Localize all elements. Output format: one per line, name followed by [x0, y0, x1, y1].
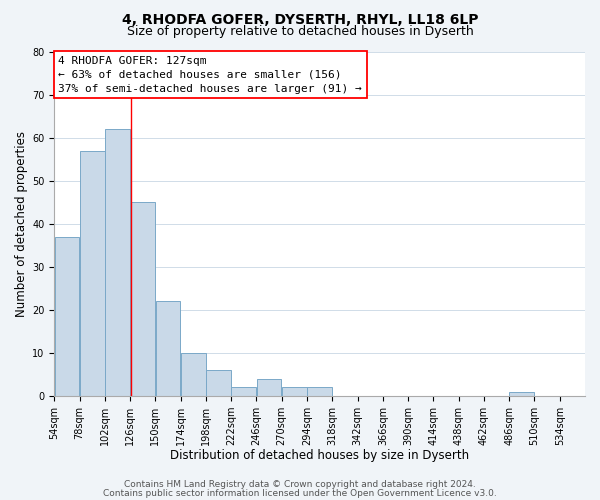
Bar	[257, 379, 281, 396]
Bar	[105, 129, 130, 396]
Text: Size of property relative to detached houses in Dyserth: Size of property relative to detached ho…	[127, 25, 473, 38]
Bar	[80, 150, 104, 396]
Text: 4, RHODFA GOFER, DYSERTH, RHYL, LL18 6LP: 4, RHODFA GOFER, DYSERTH, RHYL, LL18 6LP	[122, 12, 478, 26]
Bar	[181, 353, 206, 396]
Bar	[232, 388, 256, 396]
Bar	[130, 202, 155, 396]
Bar	[509, 392, 534, 396]
Bar	[55, 236, 79, 396]
Y-axis label: Number of detached properties: Number of detached properties	[15, 131, 28, 317]
X-axis label: Distribution of detached houses by size in Dyserth: Distribution of detached houses by size …	[170, 450, 469, 462]
Bar	[307, 388, 332, 396]
Bar	[155, 302, 181, 396]
Bar	[282, 388, 307, 396]
Text: 4 RHODFA GOFER: 127sqm
← 63% of detached houses are smaller (156)
37% of semi-de: 4 RHODFA GOFER: 127sqm ← 63% of detached…	[58, 56, 362, 94]
Bar	[206, 370, 231, 396]
Text: Contains public sector information licensed under the Open Government Licence v3: Contains public sector information licen…	[103, 488, 497, 498]
Text: Contains HM Land Registry data © Crown copyright and database right 2024.: Contains HM Land Registry data © Crown c…	[124, 480, 476, 489]
